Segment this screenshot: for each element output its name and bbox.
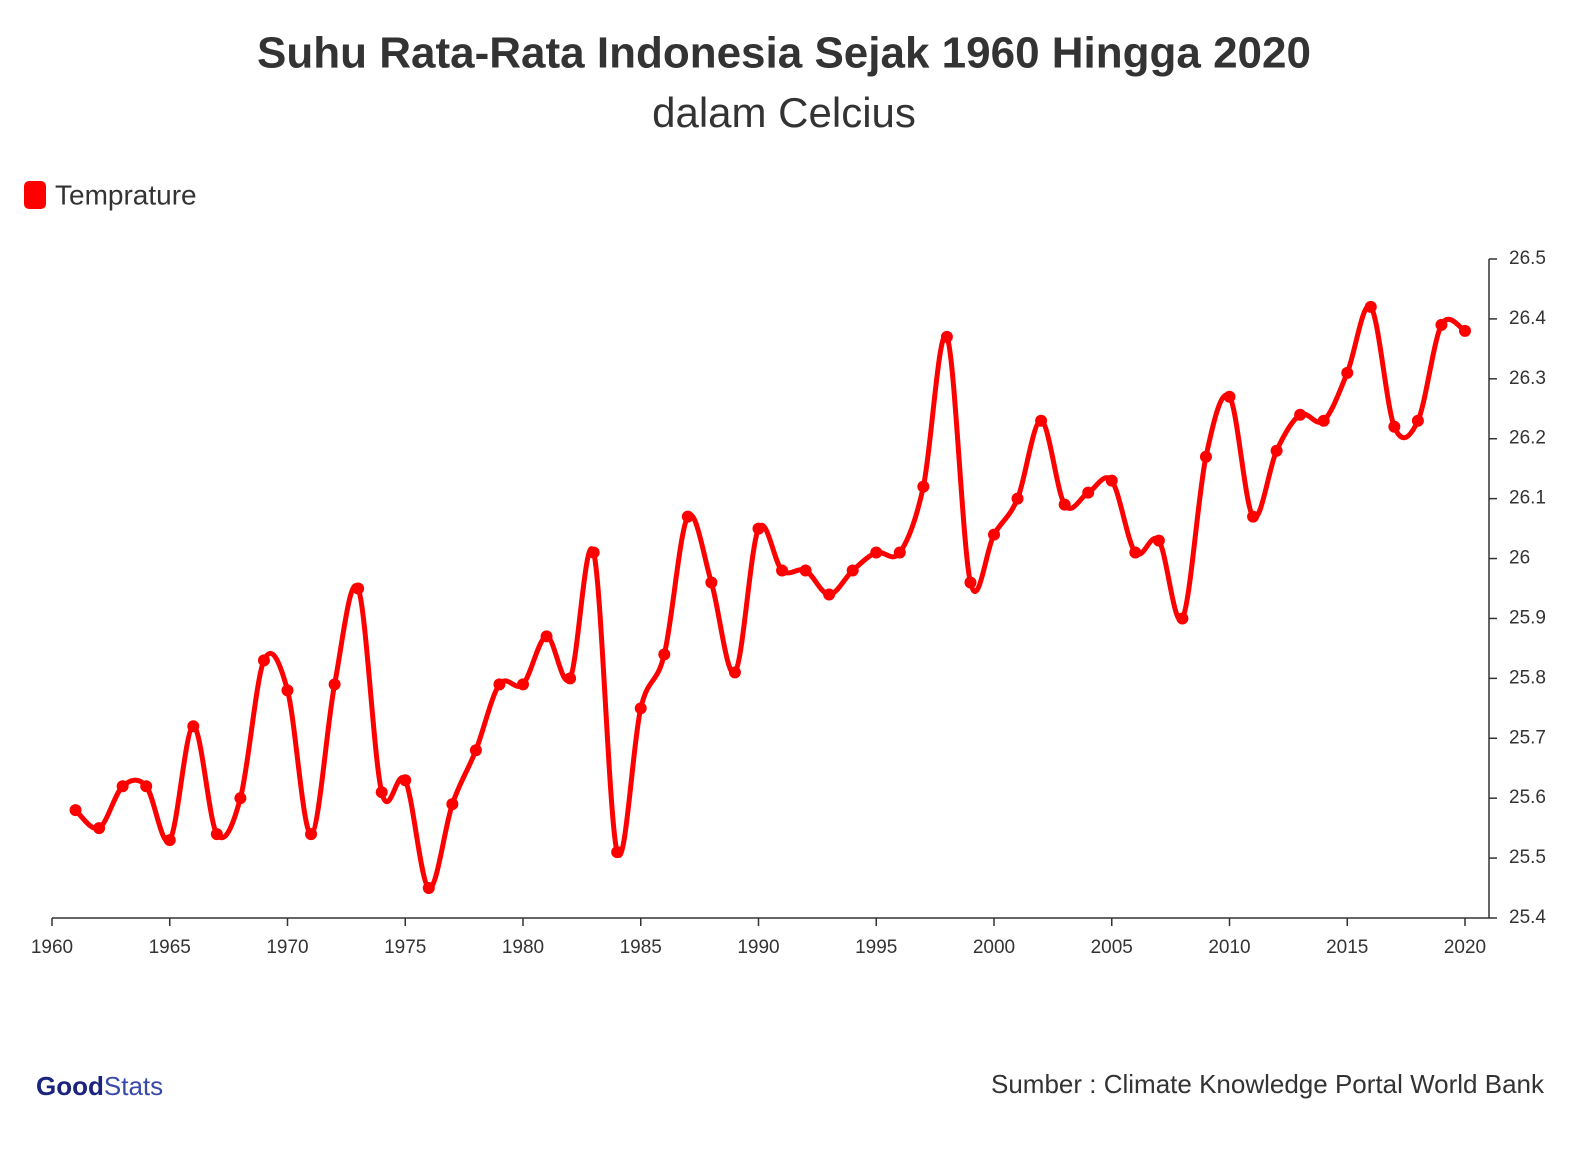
logo-part: Good	[36, 1071, 104, 1101]
data-point	[187, 720, 200, 733]
data-point	[446, 798, 459, 811]
x-tick-label: 1980	[502, 937, 544, 958]
data-point	[1247, 510, 1260, 523]
y-tick-label: 25.6	[1509, 787, 1546, 808]
x-tick-label: 2000	[973, 937, 1015, 958]
data-point	[163, 834, 176, 847]
data-point	[422, 882, 435, 895]
data-point	[1435, 318, 1448, 331]
data-point	[681, 510, 694, 523]
data-point	[705, 576, 718, 589]
source: Sumber : Climate Knowledge Portal World …	[991, 1069, 1545, 1099]
data-point	[728, 666, 741, 679]
data-point	[1058, 498, 1071, 511]
data-point	[1223, 390, 1236, 403]
x-tick-label: 1990	[737, 937, 779, 958]
data-point	[1411, 414, 1424, 427]
x-tick-label: 2020	[1444, 937, 1486, 958]
data-point	[517, 678, 529, 691]
data-point	[776, 564, 789, 577]
y-tick-label: 25.5	[1509, 847, 1546, 868]
data-point	[1388, 420, 1401, 433]
data-point	[658, 648, 671, 661]
data-point	[469, 744, 482, 757]
x-tick-label: 1970	[266, 937, 308, 958]
x-tick-label: 2010	[1208, 937, 1250, 958]
data-point	[1317, 414, 1330, 427]
y-tick-label: 26.1	[1509, 488, 1546, 509]
x-tick-label: 1985	[620, 937, 662, 958]
data-point	[823, 588, 836, 601]
legend-label: Temprature	[55, 179, 197, 210]
data-point	[846, 564, 859, 577]
y-tick-label: 25.4	[1509, 907, 1546, 928]
data-point	[1270, 444, 1283, 457]
y-tick-label: 25.7	[1509, 727, 1546, 748]
data-point	[1176, 612, 1189, 625]
data-point	[1082, 486, 1095, 499]
data-point	[870, 546, 883, 559]
data-point	[352, 582, 365, 595]
y-tick-label: 25.8	[1509, 667, 1546, 688]
data-point	[540, 630, 553, 643]
data-point	[964, 576, 977, 589]
data-point	[281, 684, 294, 697]
data-point	[234, 792, 247, 805]
data-point	[1459, 324, 1471, 337]
data-point	[893, 546, 906, 559]
chart-subtitle: dalam Celcius	[652, 89, 916, 136]
x-tick-label: 1960	[31, 937, 73, 958]
logo-part: Stats	[104, 1071, 163, 1101]
data-point	[634, 702, 647, 715]
chart-title: Suhu Rata-Rata Indonesia Sejak 1960 Hing…	[257, 29, 1311, 78]
data-point	[799, 564, 812, 577]
x-tick-label: 1995	[855, 937, 897, 958]
data-point	[257, 654, 270, 667]
legend-swatch	[24, 181, 46, 209]
data-point	[1294, 408, 1307, 421]
logo: GoodStats	[36, 1071, 163, 1101]
data-point	[611, 846, 624, 859]
data-point	[399, 774, 412, 787]
y-tick-label: 26.4	[1509, 308, 1546, 329]
data-point	[116, 780, 129, 793]
y-tick-label: 26.3	[1509, 368, 1546, 389]
data-point	[1129, 546, 1142, 559]
data-point	[564, 672, 577, 685]
data-point	[328, 678, 341, 691]
series-line	[73, 303, 1467, 891]
y-tick-label: 25.9	[1509, 607, 1546, 628]
data-point	[1105, 474, 1118, 487]
x-tick-label: 2015	[1326, 937, 1368, 958]
data-point	[93, 822, 106, 835]
x-tick-label: 1975	[384, 937, 426, 958]
x-tick-label: 1965	[149, 937, 191, 958]
data-point	[210, 828, 223, 841]
y-tick-label: 26.2	[1509, 428, 1546, 449]
data-point	[1011, 492, 1024, 505]
data-point	[988, 528, 1000, 541]
data-point	[1199, 450, 1212, 463]
data-point	[140, 780, 153, 793]
data-point	[375, 786, 388, 799]
data-point	[917, 480, 930, 493]
y-tick-label: 26	[1509, 548, 1530, 569]
data-point	[305, 828, 318, 841]
data-point	[69, 804, 82, 817]
data-point	[587, 546, 600, 559]
y-tick-label: 26.5	[1509, 248, 1546, 269]
x-tick-label: 2005	[1091, 937, 1133, 958]
data-point	[1364, 300, 1377, 313]
data-point	[1152, 534, 1165, 547]
data-point	[752, 522, 765, 535]
data-point	[940, 330, 953, 343]
data-point	[1341, 366, 1354, 379]
data-point	[1035, 414, 1048, 427]
data-point	[493, 678, 506, 691]
